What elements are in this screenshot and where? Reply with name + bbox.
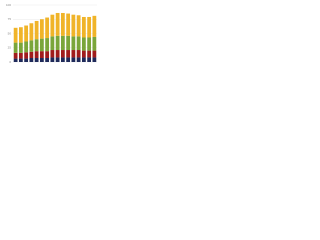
y-tick-label: 50 (8, 31, 12, 35)
bar-segment (55, 50, 60, 58)
bar-segment (50, 36, 55, 51)
bar-segment (92, 36, 97, 51)
bar-segment (13, 52, 18, 59)
bar-segment (18, 42, 23, 53)
y-tick-label: 0 (9, 60, 11, 64)
bar-segment (55, 35, 60, 51)
bar-segment (71, 36, 76, 51)
bar-segment (29, 51, 34, 59)
bar-segment (13, 42, 18, 53)
bar-segment (45, 51, 50, 59)
bar-segment (76, 57, 81, 62)
bar-segment (45, 17, 50, 39)
bar-segment (66, 35, 71, 51)
bar-segment (81, 37, 86, 51)
bar-segment (81, 50, 86, 58)
bar-segment (24, 52, 29, 59)
bar-segment (87, 57, 92, 62)
bar-segment (50, 14, 55, 37)
bar-segment (45, 38, 50, 52)
chart: 0 25 50 75 100 (6, 3, 97, 64)
bar-segment (71, 57, 76, 62)
bar-segment (87, 16, 92, 38)
bar-segment (18, 27, 23, 43)
bar-segment (50, 57, 55, 62)
bar-segment (24, 25, 29, 42)
bar-segment (39, 38, 44, 52)
bar-segment (76, 50, 81, 58)
bar-segment (34, 39, 39, 52)
bar-segment (92, 50, 97, 58)
bar-segment (39, 51, 44, 59)
bar-segment (39, 19, 44, 39)
y-tick-label: 25 (8, 46, 12, 50)
bar-segment (29, 40, 34, 52)
bar-segment (87, 37, 92, 51)
bar-segment (92, 15, 97, 37)
bar-segment (60, 57, 65, 62)
bar-segment (71, 50, 76, 58)
bar-segment (24, 58, 29, 62)
bar-segment (76, 15, 81, 37)
bar-segment (55, 57, 60, 62)
bar-segment (66, 13, 71, 36)
bar-segment (76, 36, 81, 51)
bar-segment (45, 58, 50, 62)
bar-segment (13, 58, 18, 62)
bar-segment (66, 50, 71, 58)
bar-segment (18, 52, 23, 59)
bar-segment (18, 58, 23, 62)
bar-segment (29, 58, 34, 62)
bar-segment (66, 57, 71, 62)
bar-segment (24, 41, 29, 53)
bar-segment (60, 12, 65, 36)
bar-segment (71, 14, 76, 37)
bar-segment (39, 58, 44, 62)
y-tick-label: 75 (8, 17, 12, 21)
y-tick-label: 100 (6, 3, 11, 7)
bar-segment (87, 50, 92, 58)
bar-segment (81, 16, 86, 38)
bar-segment (29, 23, 34, 41)
bar-segment (60, 35, 65, 51)
bar-segment (34, 20, 39, 40)
bar-segment (13, 27, 18, 43)
bar-segment (34, 58, 39, 62)
bar-segment (60, 50, 65, 58)
bar-segment (50, 50, 55, 58)
bar-segment (81, 57, 86, 62)
bar-segment (34, 51, 39, 59)
bar-segment (55, 12, 60, 36)
bar-segment (92, 57, 97, 62)
